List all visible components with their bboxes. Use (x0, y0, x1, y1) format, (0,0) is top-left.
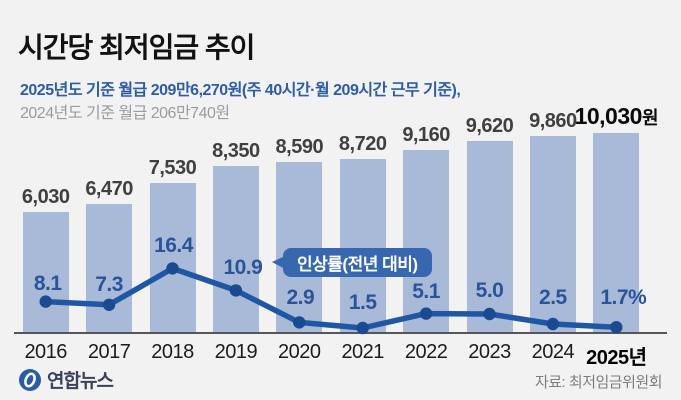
subtitle-2025-monthly-wage: 2025년도 기준 월급 209만6,270원(주 40시간·월 209시간 근… (20, 82, 461, 99)
bar-value-label: 8,590 (275, 136, 324, 158)
rate-label: 5.0 (475, 279, 504, 302)
x-axis-label-2020: 2020 (278, 341, 321, 363)
yonhap-logo-text: 연합뉴스 (47, 371, 114, 392)
rate-label: 10.9 (223, 256, 263, 280)
bar-value-label: 9,860 (529, 110, 577, 132)
x-axis-label-2017: 2017 (87, 341, 131, 363)
bar-value-label: 9,160 (402, 124, 450, 146)
x-axis-label-2016: 2016 (24, 341, 67, 363)
bubble-tail-icon (272, 256, 285, 269)
subtitle-2024-monthly-wage: 2024년도 기준 월급 206만740원 (20, 105, 230, 122)
bar-2023 (466, 141, 513, 332)
x-axis-label-2018: 2018 (151, 341, 194, 363)
rate-label: 8.1 (33, 271, 62, 295)
yonhap-logo-icon (19, 368, 41, 391)
bar-value-label: 6,470 (85, 178, 133, 200)
rate-label: 5.1 (412, 279, 440, 303)
bar-value-label: 6,030 (21, 186, 70, 208)
bar-value-label: 8,350 (212, 140, 260, 162)
x-axis-label-2024: 2024 (531, 341, 575, 363)
page-title: 시간당 최저임금 추이 (18, 32, 255, 63)
x-axis-label-2023: 2023 (468, 341, 511, 363)
x-axis-label-2019: 2019 (214, 341, 258, 363)
rate-label: 7.3 (95, 272, 123, 296)
source-credit: 자료: 최저임금위원회 (534, 374, 663, 391)
rate-label: 2.9 (286, 286, 315, 310)
bar-2019 (212, 166, 259, 332)
rate-label: 16.4 (154, 234, 193, 258)
x-axis-label-2022: 2022 (404, 341, 448, 363)
rate-label: 2.5 (539, 286, 567, 309)
bar-value-label: 10,030원 (574, 103, 659, 129)
x-axis-label-2025: 2025년 (586, 347, 647, 369)
bar-value-label: 7,530 (148, 157, 197, 179)
x-axis-label-2021: 2021 (341, 341, 384, 363)
annotation-bubble: 인상률(전년 대비) (272, 248, 432, 277)
rate-label: 1.5 (348, 291, 377, 314)
annotation-bubble-label: 인상률(전년 대비) (297, 255, 418, 274)
rate-label: 1.7% (600, 286, 647, 310)
x-axis-line (14, 332, 667, 334)
bar-2017 (86, 204, 133, 332)
bar-2022 (403, 150, 450, 332)
bar-value-label: 9,620 (465, 115, 514, 137)
bar-value-label: 8,720 (338, 133, 387, 155)
yonhap-logo: 연합뉴스 (18, 366, 114, 393)
